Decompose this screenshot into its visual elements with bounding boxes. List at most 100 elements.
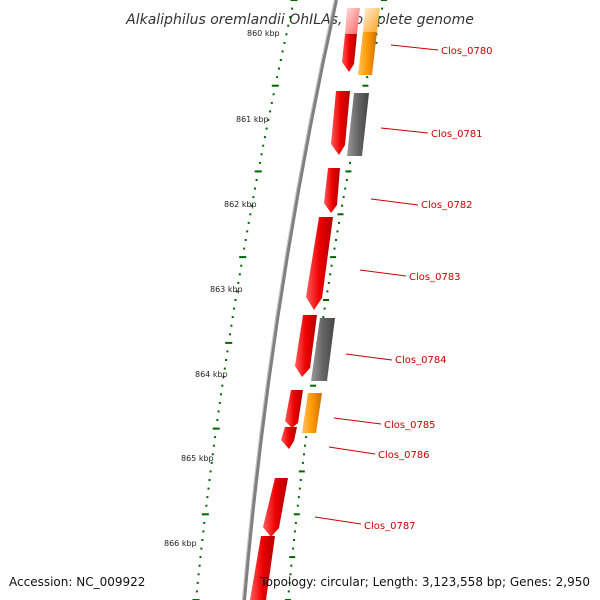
- outer-track-minor-tick: [214, 436, 217, 439]
- gene-leader-clos-0787: [314, 516, 362, 525]
- gene-feature-clos-0785-cds[interactable]: [285, 390, 303, 428]
- inner-track-major-tick: [289, 556, 296, 559]
- outer-track-minor-tick: [223, 367, 226, 370]
- inner-track-major-tick: [381, 0, 387, 1]
- outer-track-minor-tick: [269, 110, 272, 113]
- gene-feature-clos-0780-orange-cap: [363, 8, 380, 32]
- gene-leader-clos-0780: [390, 44, 439, 51]
- map-title: Alkaliphilus oremlandii OhILAs, complete…: [125, 12, 474, 28]
- inner-track-minor-tick: [296, 504, 299, 507]
- gene-label-clos-0780[interactable]: Clos_0780: [441, 46, 493, 57]
- gene-feature-clos-0780-orange[interactable]: [358, 32, 377, 75]
- inner-track-minor-tick: [305, 436, 308, 439]
- outer-track-minor-tick: [217, 410, 220, 413]
- gene-labels: Clos_0780 Clos_0781 Clos_0782 Clos_0783 …: [314, 44, 493, 532]
- outer-track-minor-tick: [285, 33, 288, 36]
- gene-feature-clos-0783-cds[interactable]: [306, 217, 333, 310]
- kbp-labels: 860 kbp 861 kbp 862 kbp 863 kbp 864 kbp …: [164, 29, 280, 548]
- outer-track-minor-tick: [252, 196, 255, 199]
- outer-track-minor-tick: [220, 393, 222, 396]
- inner-track-minor-tick: [294, 521, 297, 524]
- gene-leader-clos-0784: [345, 353, 393, 361]
- gene-feature-clos-0780-cds[interactable]: [342, 34, 357, 72]
- outer-track-minor-tick: [270, 101, 273, 104]
- gene-feature-next-cds[interactable]: [250, 536, 275, 600]
- gene-label-clos-0784[interactable]: Clos_0784: [395, 355, 447, 366]
- gene-feature-clos-0784-cds[interactable]: [295, 315, 317, 377]
- outer-track-minor-tick: [254, 187, 256, 190]
- outer-track-minor-tick: [246, 230, 249, 233]
- gene-label-clos-0787[interactable]: Clos_0787: [364, 521, 416, 532]
- gene-feature-clos-0781-cds[interactable]: [331, 91, 350, 155]
- outer-track-minor-tick: [281, 50, 284, 53]
- inner-track-major-tick: [330, 256, 337, 259]
- outer-track-minor-tick: [226, 350, 229, 353]
- outer-track-minor-tick: [230, 324, 233, 327]
- inner-track-minor-tick: [293, 539, 295, 541]
- gene-leader-clos-0783: [359, 269, 407, 277]
- outer-track-minor-tick: [198, 564, 201, 567]
- outer-track-minor-tick: [221, 384, 224, 387]
- gene-label-clos-0782[interactable]: Clos_0782: [421, 200, 473, 211]
- tick-label-865: 865 kbp: [181, 454, 214, 463]
- outer-track-minor-tick: [202, 530, 205, 533]
- outer-track-minor-tick: [291, 7, 294, 10]
- inner-track-major-tick: [337, 213, 344, 216]
- gene-feature-clos-0785-orange[interactable]: [302, 393, 322, 433]
- inner-track-minor-tick: [322, 316, 325, 319]
- inner-track-minor-tick: [338, 221, 340, 224]
- inner-track-minor-tick: [292, 547, 295, 550]
- inner-track-minor-tick: [345, 179, 348, 181]
- inner-tick-track: [285, 0, 387, 600]
- outer-track-minor-tick: [265, 127, 268, 130]
- outer-track-major-tick: [254, 170, 262, 173]
- inner-track-minor-tick: [298, 487, 301, 490]
- outer-track-minor-tick: [249, 213, 252, 216]
- outer-track-minor-tick: [283, 41, 286, 44]
- gene-leader-clos-0786: [328, 446, 376, 455]
- gene-leader-clos-0785: [333, 417, 382, 425]
- inner-track-minor-tick: [326, 290, 329, 293]
- gene-feature-clos-0786-cds[interactable]: [281, 427, 297, 449]
- outer-track-major-tick: [239, 256, 247, 259]
- tick-label-864: 864 kbp: [195, 370, 228, 379]
- outer-track-minor-tick: [289, 16, 292, 19]
- gene-features: [250, 8, 380, 600]
- outer-track-minor-tick: [218, 401, 221, 404]
- outer-track-minor-tick: [210, 461, 213, 464]
- gene-feature-clos-0781-gray[interactable]: [347, 93, 369, 156]
- outer-track-minor-tick: [276, 76, 279, 79]
- tick-label-860: 860 kbp: [247, 29, 280, 38]
- gene-feature-clos-0782-cds[interactable]: [324, 168, 340, 213]
- inner-track-minor-tick: [342, 196, 345, 199]
- outer-track-minor-tick: [222, 376, 225, 379]
- inner-track-major-tick: [323, 299, 329, 301]
- gene-feature-clos-0780-cds-cap: [345, 8, 360, 34]
- gene-label-clos-0781[interactable]: Clos_0781: [431, 129, 483, 140]
- gene-feature-clos-0787-cds[interactable]: [263, 478, 288, 537]
- inner-track-major-tick: [310, 384, 317, 387]
- gene-label-clos-0785[interactable]: Clos_0785: [384, 420, 436, 431]
- inner-track-minor-tick: [377, 24, 380, 27]
- tick-label-861: 861 kbp: [236, 115, 269, 124]
- gene-label-clos-0783[interactable]: Clos_0783: [409, 272, 461, 283]
- outer-track-minor-tick: [200, 547, 203, 550]
- genome-backbone-highlight: [242, 0, 335, 600]
- outer-track-minor-tick: [199, 556, 202, 559]
- outer-track-minor-tick: [211, 453, 214, 456]
- inner-track-minor-tick: [327, 281, 330, 284]
- outer-track-minor-tick: [207, 487, 210, 490]
- gene-leader-clos-0781: [380, 127, 429, 134]
- outer-track-minor-tick: [206, 496, 209, 499]
- gene-feature-clos-0784-gray[interactable]: [311, 318, 335, 381]
- outer-track-minor-tick: [205, 504, 208, 507]
- outer-track-minor-tick: [225, 359, 228, 361]
- inner-track-minor-tick: [301, 461, 304, 464]
- outer-track-major-tick: [212, 427, 220, 430]
- inner-track-minor-tick: [379, 16, 382, 19]
- gene-label-clos-0786[interactable]: Clos_0786: [378, 450, 430, 461]
- outer-track-minor-tick: [196, 581, 199, 584]
- inner-track-minor-tick: [287, 590, 290, 593]
- genome-backbone: [242, 0, 338, 600]
